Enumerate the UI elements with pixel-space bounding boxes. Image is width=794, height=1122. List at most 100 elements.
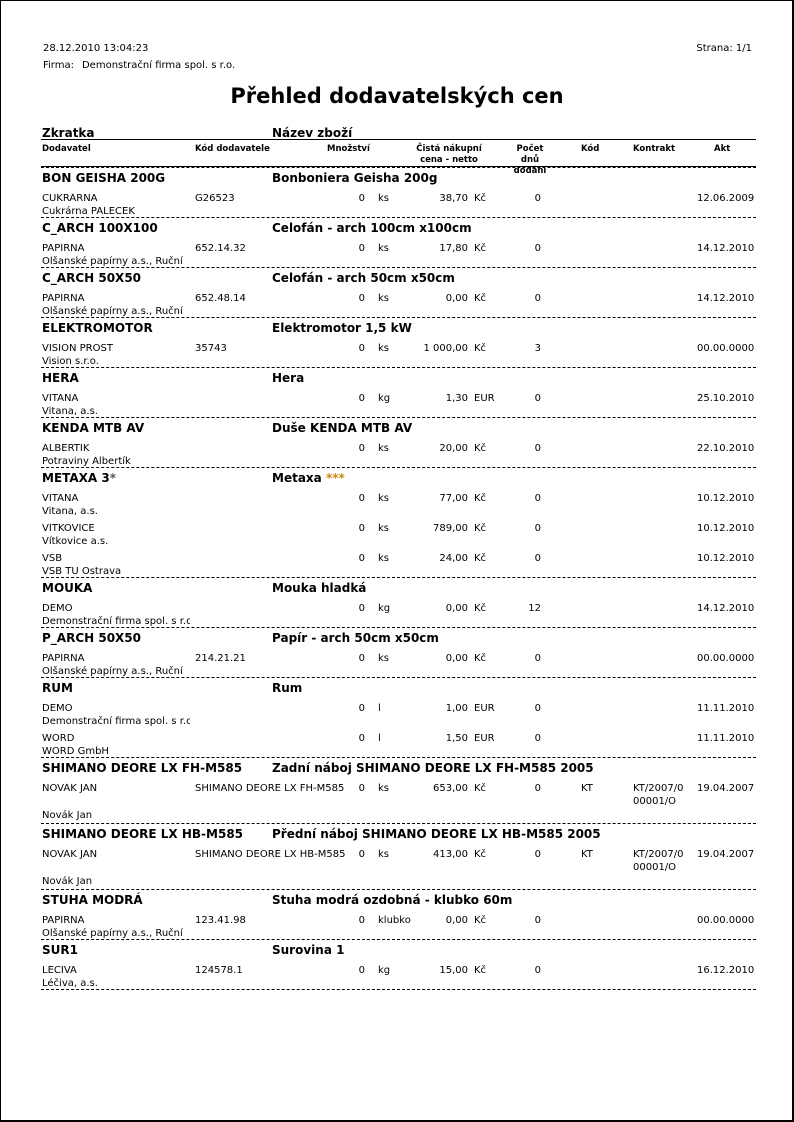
- product-group: BON GEISHA 200G Bonboniera Geisha 200g CUK…: [41, 167, 756, 217]
- supplier-row: NOVÁK JAN Novák Jan SHIMANO DEORE LX FH-M5…: [41, 777, 756, 823]
- currency: EUR: [474, 393, 495, 404]
- product-name-text: Elektromotor 1,5 kW: [272, 321, 412, 335]
- contract: KT/2007/0: [633, 783, 684, 794]
- quantity: 0: [358, 293, 365, 304]
- updated-date: 00.00.0000: [697, 915, 755, 926]
- net-price: 1,00: [445, 703, 468, 714]
- product-code-text: MOUKA: [42, 581, 93, 595]
- report-body: BON GEISHA 200G Bonboniera Geisha 200g CUK…: [41, 167, 756, 990]
- unit: ks: [378, 243, 390, 254]
- supplier-code: VISION PROST: [42, 343, 113, 354]
- supplier-code: PAPÍRNA: [42, 243, 85, 254]
- product-group: METAXA 3* Metaxa *** VITANA Vitana, a.s. 0 ks…: [41, 467, 756, 577]
- supplier-row: VÍTKOVICE Vítkovice a.s. 0 ks 789,00 Kč 0 10.12…: [41, 517, 756, 547]
- supplier-row: PAPÍRNA Olšanské papírny a.s., Ruční 214.2…: [41, 647, 756, 677]
- supplier-row: LÉČIVA Léčiva, a.s. 124578.1 0 kg 15,00 Kč 0 16.…: [41, 959, 756, 989]
- product-code-text: HERA: [42, 371, 79, 385]
- product-code: STUHA MODRÁ: [42, 893, 143, 907]
- unit: kg: [378, 393, 391, 404]
- quantity: 0: [358, 965, 365, 976]
- supplier-name: Cukrárna PALEČEK: [42, 206, 135, 217]
- supplier-name: VŠB TU Ostrava: [42, 566, 122, 577]
- product-code: RUM: [42, 681, 73, 695]
- product-name-text: Zadní náboj SHIMANO DEORE LX FH-M585 200…: [272, 761, 594, 775]
- product-group: C_ARCH 100X100 Celofán - arch 100cm x100c…: [41, 217, 756, 267]
- page-number: Strana: 1/1: [696, 43, 752, 54]
- product-name: Elektromotor 1,5 kW: [272, 321, 412, 335]
- supplier-code: ALBERTÍK: [42, 443, 90, 454]
- product-group: HERA Hera VITANA Vitana, a.s. 0 kg 1,30 EUR 0 25.…: [41, 367, 756, 417]
- quantity: 0: [358, 243, 365, 254]
- net-price: 20,00: [439, 443, 468, 454]
- supplier-row: PAPÍRNA Olšanské papírny a.s., Ruční 123.4…: [41, 909, 756, 939]
- supplier-row: VISION PROST Vision s.r.o. 35743 0 ks 1 000,0…: [41, 337, 756, 367]
- product-name-text: Metaxa: [272, 471, 322, 485]
- supplier-item-code: SHIMANO DEORE LX HB-M585: [195, 849, 345, 860]
- currency: Kč: [474, 343, 487, 354]
- delivery-days: 0: [534, 193, 541, 204]
- product-name: Mouka hladká: [272, 581, 366, 595]
- supplier-code: LÉČIVA: [42, 965, 77, 976]
- product-name-text: Celofán - arch 50cm x50cm: [272, 271, 455, 285]
- updated-date: 14.12.2010: [697, 603, 755, 614]
- supplier-code: DEMO: [42, 603, 73, 614]
- quantity: 0: [358, 915, 365, 926]
- product-name: Zadní náboj SHIMANO DEORE LX FH-M585 200…: [272, 761, 594, 775]
- updated-date: 14.12.2010: [697, 293, 755, 304]
- product-header: RUM Rum: [41, 678, 756, 697]
- supplier-row: VITANA Vitana, a.s. 0 ks 77,00 Kč 0 10.12.2010: [41, 487, 756, 517]
- supplier-row: DEMO Demonstrační firma spol. s r.o. 0 l 1,0…: [41, 697, 756, 727]
- delivery-days: 0: [534, 553, 541, 564]
- currency: Kč: [474, 783, 487, 794]
- unit: ks: [378, 293, 390, 304]
- net-price: 24,00: [439, 553, 468, 564]
- product-header: SUR1 Surovina 1: [41, 940, 756, 959]
- updated-date: 25.10.2010: [697, 393, 755, 404]
- product-code-text: P_ARCH 50X50: [42, 631, 141, 645]
- col-dny: Počet dnů dodání: [513, 144, 547, 176]
- supplier-name: Olšanské papírny a.s., Ruční: [42, 256, 183, 267]
- product-code-text: C_ARCH 50X50: [42, 271, 142, 285]
- supplier-item-code: 35743: [195, 343, 227, 354]
- net-price: 0,00: [445, 293, 468, 304]
- supplier-code: DEMO: [42, 703, 73, 714]
- net-price: 653,00: [433, 783, 468, 794]
- updated-date: 10.12.2010: [697, 493, 755, 504]
- unit: l: [378, 703, 381, 714]
- product-name-stars: ***: [325, 471, 345, 485]
- unit: ks: [378, 653, 390, 664]
- product-header: SHIMANO DEORE LX FH-M585 Zadní náboj SHIM…: [41, 758, 756, 777]
- col-nazev: Název zboží: [272, 126, 353, 140]
- currency: Kč: [474, 653, 487, 664]
- updated-date: 14.12.2010: [697, 243, 755, 254]
- product-group: ELEKTROMOTOR Elektromotor 1,5 kW VISION PR…: [41, 317, 756, 367]
- col-kod: Kód: [581, 144, 600, 154]
- quantity: 0: [358, 343, 365, 354]
- product-group: SHIMANO DEORE LX HB-M585 Přední náboj SHI…: [41, 823, 756, 889]
- supplier-item-code: 123.41.98: [195, 915, 246, 926]
- supplier-name: Olšanské papírny a.s., Ruční: [42, 666, 183, 677]
- quantity: 0: [358, 733, 365, 744]
- supplier-code: VŠB: [42, 553, 63, 564]
- updated-date: 11.11.2010: [697, 733, 755, 744]
- product-group: SUR1 Surovina 1 LÉČIVA Léčiva, a.s. 124578.1…: [41, 939, 756, 989]
- unit: kg: [378, 965, 391, 976]
- column-header: Zkratka Název zboží Dodavatel Kód dodava…: [41, 126, 756, 176]
- product-header: KENDA MTB AV Duše KENDA MTB AV: [41, 418, 756, 437]
- col-kod-dodavatele: Kód dodavatele: [195, 144, 270, 154]
- currency: Kč: [474, 849, 487, 860]
- product-code-text: RUM: [42, 681, 73, 695]
- net-price: 17,80: [439, 243, 468, 254]
- supplier-item-code: 652.14.32: [195, 243, 246, 254]
- delivery-days: 0: [534, 523, 541, 534]
- product-name: Stuha modrá ozdobná - klubko 60m: [272, 893, 512, 907]
- product-code: SHIMANO DEORE LX HB-M585: [42, 827, 243, 841]
- supplier-item-code: 214.21.21: [195, 653, 246, 664]
- product-name-text: Duše KENDA MTB AV: [272, 421, 413, 435]
- product-name: Duše KENDA MTB AV: [272, 421, 412, 435]
- product-header: SHIMANO DEORE LX HB-M585 Přední náboj SHI…: [41, 824, 756, 843]
- quantity: 0: [358, 443, 365, 454]
- net-price: 38,70: [439, 193, 468, 204]
- supplier-name: Vitana, a.s.: [42, 506, 98, 517]
- currency: Kč: [474, 493, 487, 504]
